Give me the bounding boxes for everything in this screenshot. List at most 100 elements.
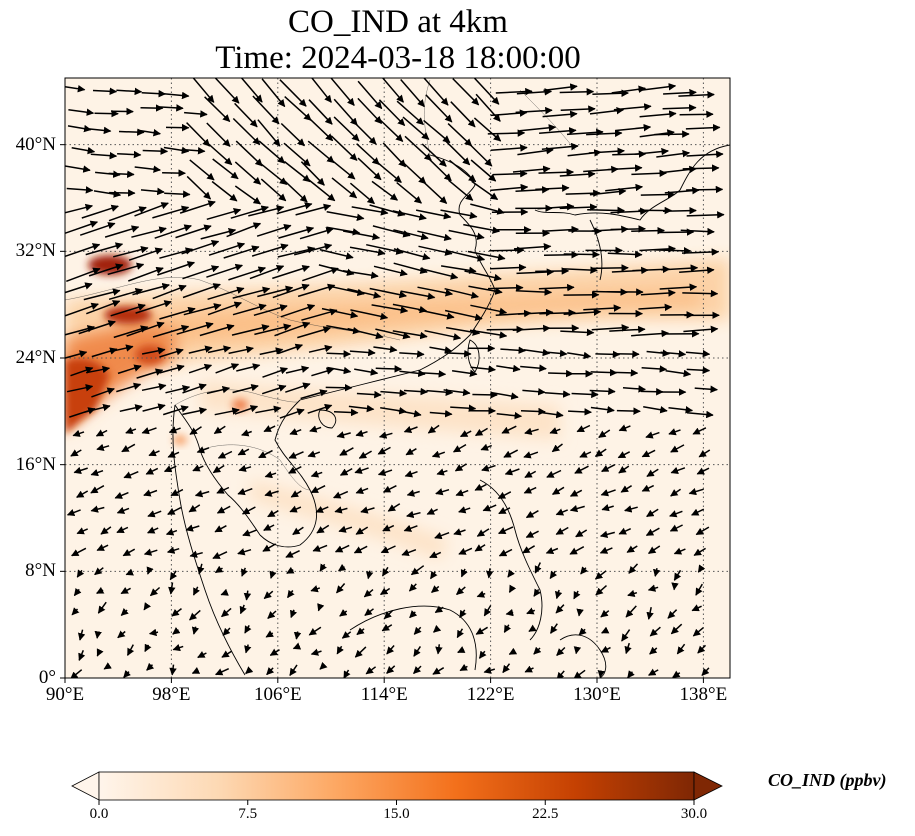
wind-vector <box>70 449 82 457</box>
wind-vector <box>236 363 261 372</box>
wind-vector <box>294 243 333 256</box>
wind-vector <box>181 147 206 155</box>
x-tick-label: 122°E <box>466 684 515 705</box>
wind-vector <box>392 330 428 340</box>
wind-vector <box>516 268 555 276</box>
wind-vector <box>334 506 348 514</box>
wind-vector <box>464 270 502 282</box>
wind-vector <box>258 140 286 164</box>
x-tick-label: 106°E <box>253 684 302 705</box>
x-tick-label: 98°E <box>152 684 191 705</box>
wind-vector <box>329 158 356 180</box>
wind-vector <box>358 450 372 459</box>
wind-vector <box>460 568 468 578</box>
wind-vector <box>167 506 182 515</box>
wind-vector <box>175 224 212 239</box>
wind-vector <box>567 351 592 360</box>
wind-vector <box>65 325 96 336</box>
wind-vector <box>329 285 365 297</box>
wind-vector <box>662 104 697 112</box>
wind-vector <box>640 289 676 297</box>
wind-vector <box>615 123 652 132</box>
wind-vector <box>168 582 176 595</box>
wind-vector <box>337 563 347 572</box>
wind-vector <box>188 345 213 354</box>
wind-vector <box>492 392 519 400</box>
wind-vector <box>402 116 430 140</box>
wind-vector <box>573 646 582 655</box>
wind-vector <box>285 365 310 374</box>
wind-vector <box>417 230 452 242</box>
wind-vector <box>600 489 616 497</box>
wind-vector <box>135 300 172 314</box>
wind-vector <box>260 178 287 202</box>
wind-vector <box>638 83 677 92</box>
wind-vector <box>672 670 681 678</box>
wind-vector <box>397 409 422 418</box>
wind-vector <box>539 127 577 135</box>
wind-vector <box>126 644 135 656</box>
wind-vector <box>542 225 579 234</box>
wind-vector <box>591 324 630 332</box>
wind-vector <box>290 490 302 498</box>
wind-vector <box>321 307 359 319</box>
wind-vector <box>444 349 472 358</box>
wind-vector <box>424 329 462 341</box>
wind-vector <box>238 464 252 472</box>
wind-vector <box>302 267 339 282</box>
wind-vector <box>315 505 329 513</box>
wind-vector <box>65 243 101 258</box>
wind-vector <box>447 123 473 147</box>
wind-vector <box>487 129 526 137</box>
wind-vector <box>695 526 710 536</box>
wind-vector <box>131 226 167 238</box>
wind-vector <box>520 407 546 416</box>
wind-vector <box>258 449 273 459</box>
wind-vector <box>93 190 122 198</box>
wind-vector <box>480 443 492 451</box>
wind-vector <box>475 93 501 122</box>
wind-vector <box>392 210 427 221</box>
wind-vector <box>634 147 669 156</box>
wind-vector <box>85 242 124 256</box>
wind-vector <box>264 489 279 497</box>
wind-vector <box>624 642 632 655</box>
wind-vector <box>586 129 623 138</box>
wind-vector <box>560 105 596 113</box>
wind-vector <box>231 324 270 336</box>
wind-vector <box>286 566 295 574</box>
wind-vector <box>458 547 473 555</box>
wind-vector <box>279 408 305 419</box>
wind-vector <box>122 548 136 557</box>
wind-vector <box>96 586 105 594</box>
wind-vector <box>403 425 418 433</box>
wind-vector <box>669 524 683 532</box>
wind-vector <box>559 88 595 96</box>
wind-vector <box>228 266 267 281</box>
wind-vector <box>543 349 568 358</box>
wind-vector <box>435 488 450 496</box>
wind-vector <box>483 605 492 617</box>
wind-vector <box>148 628 159 637</box>
wind-vector <box>429 551 442 559</box>
wind-vector <box>67 124 92 133</box>
wind-vector <box>366 243 404 255</box>
wind-vector <box>399 369 426 378</box>
wind-vector <box>678 91 715 99</box>
wind-vector <box>117 364 142 375</box>
wind-vector <box>680 227 715 236</box>
wind-vector <box>523 486 537 494</box>
wind-vector <box>319 563 327 572</box>
wind-vector <box>76 527 89 535</box>
wind-vector <box>191 626 200 635</box>
wind-vector <box>622 385 646 393</box>
colorbar-tick-label: 7.5 <box>238 806 258 822</box>
wind-vector <box>83 288 121 301</box>
wind-vector <box>387 503 401 512</box>
wind-vector <box>141 347 166 355</box>
wind-vector <box>277 246 316 258</box>
wind-vector <box>192 586 200 596</box>
wind-vector <box>471 180 499 201</box>
wind-vector <box>204 96 231 123</box>
wind-vector <box>600 645 611 653</box>
